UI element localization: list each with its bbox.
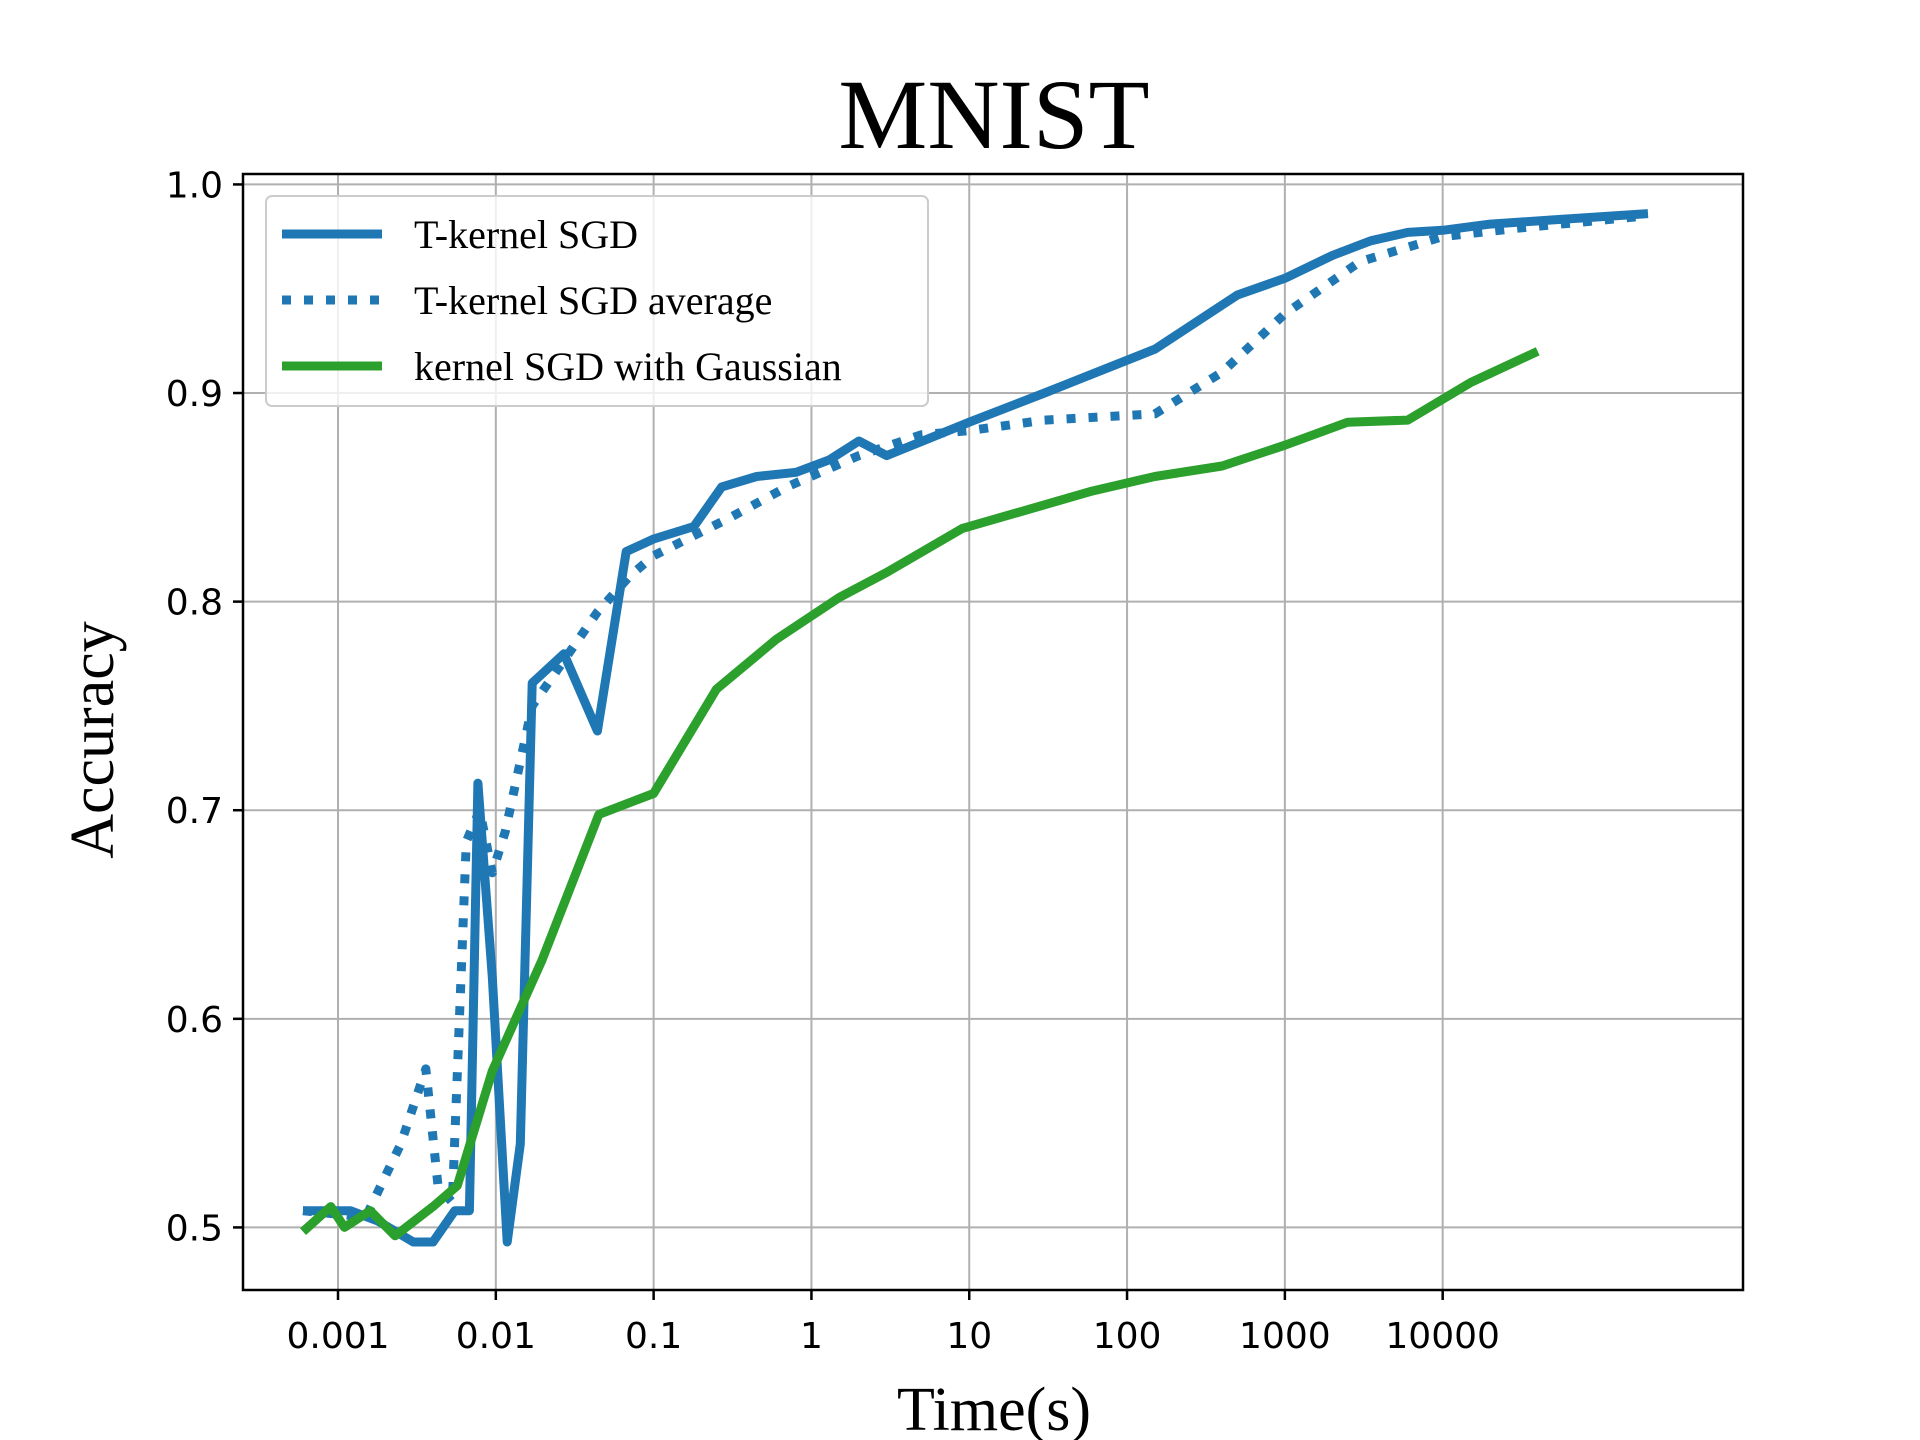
x-tick-label: 0.1 — [625, 1316, 682, 1357]
y-tick-label: 1.0 — [166, 165, 223, 206]
legend-label: T-kernel SGD — [414, 212, 638, 257]
y-tick-label: 0.5 — [166, 1208, 223, 1249]
legend-label: T-kernel SGD average — [414, 278, 772, 323]
x-tick-label: 0.001 — [286, 1316, 389, 1357]
legend-label: kernel SGD with Gaussian — [414, 344, 842, 389]
y-tick-label: 0.7 — [166, 791, 223, 832]
x-axis-title: Time(s) — [897, 1376, 1091, 1440]
y-tick-label: 0.6 — [166, 1000, 223, 1041]
x-tick-label: 10000 — [1385, 1316, 1500, 1357]
y-axis-title: Accuracy — [59, 621, 127, 859]
x-tick-label: 1 — [800, 1316, 823, 1357]
plot-frame — [241, 172, 1745, 1292]
series-group — [299, 209, 1649, 1247]
chart-title: MNIST — [838, 59, 1149, 170]
x-axis: 0.001 0.01 0.1 1 10 100 1000 10000 — [286, 1290, 1500, 1357]
x-tick-label: 100 — [1093, 1316, 1162, 1357]
x-tick-label: 1000 — [1239, 1316, 1331, 1357]
series-line-2 — [302, 211, 1649, 1222]
y-axis: 0.5 0.6 0.7 0.8 0.9 1.0 — [166, 165, 243, 1249]
legend-box — [265, 195, 929, 407]
x-tick-label: 10 — [946, 1316, 992, 1357]
series-line-1 — [303, 209, 1649, 1247]
y-tick-label: 0.8 — [166, 583, 223, 624]
series-line-3 — [299, 347, 1540, 1241]
x-tick-label: 0.01 — [456, 1316, 536, 1357]
y-tick-label: 0.9 — [166, 374, 223, 415]
legend: T-kernel SGD T-kernel SGD average kernel S… — [265, 195, 929, 407]
